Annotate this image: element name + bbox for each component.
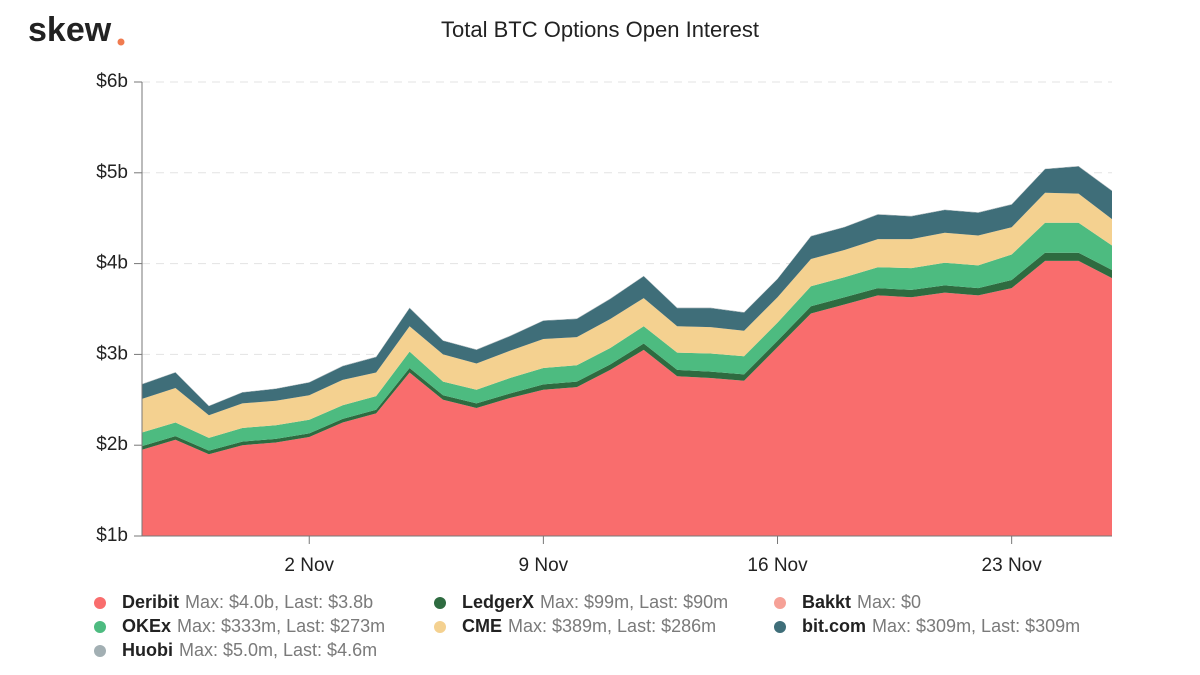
legend-stats: Max: $309m, Last: $309m — [872, 616, 1080, 636]
x-tick-label: 16 Nov — [747, 555, 808, 576]
legend-marker — [94, 621, 106, 633]
areas — [142, 165, 1112, 536]
x-tick-label: 23 Nov — [982, 555, 1043, 576]
logo: skew — [28, 11, 112, 49]
legend-entry: OKEx Max: $333m, Last: $273m — [122, 616, 385, 636]
legend-marker — [94, 597, 106, 609]
legend-name: LedgerX — [462, 592, 534, 612]
legend-name: Deribit — [122, 592, 179, 612]
legend-name: Bakkt — [802, 592, 851, 612]
legend-name: Huobi — [122, 640, 173, 660]
legend-name: CME — [462, 616, 502, 636]
legend-entry: CME Max: $389m, Last: $286m — [462, 616, 716, 636]
legend-marker — [434, 621, 446, 633]
legend-entry: Bakkt Max: $0 — [802, 592, 921, 612]
y-tick-label: $6b — [96, 71, 128, 92]
legend-name: OKEx — [122, 616, 171, 636]
area — [142, 260, 1112, 536]
legend-entry: Deribit Max: $4.0b, Last: $3.8b — [122, 592, 373, 612]
logo-dot — [117, 38, 125, 46]
axes: $1b $2b $3b $4b $5b $6b 2 Nov 9 Nov 16 Nov 23 Nov — [96, 71, 1112, 576]
area — [142, 192, 1112, 438]
y-tick-label: $5b — [96, 162, 128, 183]
legend-stats: Max: $333m, Last: $273m — [177, 616, 385, 636]
legend-stats: Max: $0 — [857, 592, 921, 612]
y-tick-label: $2b — [96, 434, 128, 455]
legend-name: bit.com — [802, 616, 866, 636]
y-tick-label: $4b — [96, 253, 128, 274]
y-tick-label: $1b — [96, 525, 128, 546]
legend-stats: Max: $389m, Last: $286m — [508, 616, 716, 636]
legend-marker — [774, 621, 786, 633]
x-tick-label: 2 Nov — [284, 555, 334, 576]
legend-marker — [94, 645, 106, 657]
legend-entry: Huobi Max: $5.0m, Last: $4.6m — [122, 640, 377, 660]
legend-marker — [774, 597, 786, 609]
legend-stats: Max: $99m, Last: $90m — [540, 592, 728, 612]
chart-title: Total BTC Options Open Interest — [441, 17, 759, 42]
x-tick-label: 9 Nov — [519, 555, 569, 576]
area — [142, 166, 1112, 416]
legend-stats: Max: $5.0m, Last: $4.6m — [179, 640, 377, 660]
area — [142, 222, 1112, 451]
legend-entry: bit.com Max: $309m, Last: $309m — [802, 616, 1080, 636]
legend-entry: LedgerX Max: $99m, Last: $90m — [462, 592, 728, 612]
legend-stats: Max: $4.0b, Last: $3.8b — [185, 592, 373, 612]
y-tick-label: $3b — [96, 343, 128, 364]
legend-marker — [434, 597, 446, 609]
